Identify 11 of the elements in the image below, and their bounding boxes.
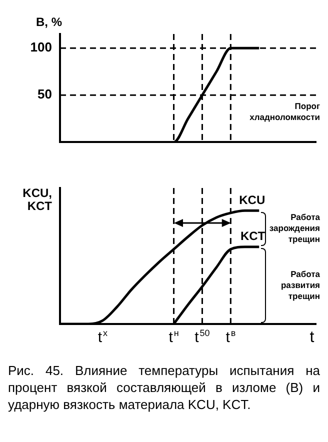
y-tick-label: 100 — [30, 40, 52, 55]
y-axis-title: B, % — [36, 15, 62, 29]
y-tick-label: 50 — [38, 86, 52, 102]
series-label: KCU — [239, 192, 266, 207]
annotation: Порог хладноломкости — [250, 101, 320, 122]
annotation: Работа зарождения трещин — [269, 212, 320, 244]
annotation: Работа развития трещин — [280, 268, 320, 301]
text: Рис. 45. Влияние температуры испытания на процент вязкой составляющей в изломе (В) и ударную вязкость материала KCU, KCT. — [8, 362, 320, 413]
y-axis-title: KCU, KCT — [22, 186, 53, 213]
series-label: KCT — [240, 229, 266, 244]
x-tick-label: t — [310, 329, 315, 346]
